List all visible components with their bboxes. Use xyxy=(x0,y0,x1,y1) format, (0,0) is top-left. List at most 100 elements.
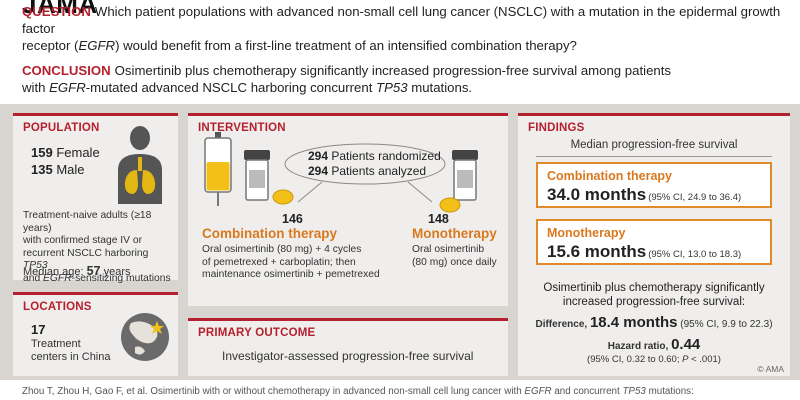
population-desc-3: recurrent NSCLC harboring TP53 xyxy=(23,248,175,273)
median-age-value: 57 xyxy=(86,264,101,278)
arm1-desc-1: Oral osimertinib (80 mg) + 4 cycles xyxy=(202,244,362,255)
combination-result-box: Combination therapy 34.0 months (95% CI, … xyxy=(536,162,772,208)
female-count: 159 xyxy=(31,145,53,160)
difference-label: Difference, xyxy=(535,319,588,330)
population-desc-3a: recurrent NSCLC harboring xyxy=(23,247,149,259)
population-description: Treatment-naive adults (≥18 years) with … xyxy=(23,210,175,285)
question-text-2c: ) would benefit from a first-line treatm… xyxy=(115,38,577,53)
population-desc-4b: EGFR xyxy=(43,272,72,284)
question-tag: QUESTION xyxy=(22,4,91,19)
primary-outcome-title: PRIMARY OUTCOME xyxy=(198,327,316,339)
arm1-desc-2: of pemetrexed + carboplatin; then xyxy=(202,256,356,268)
findings-summary-1: Osimertinib plus chemotherapy significan… xyxy=(543,282,765,294)
population-desc-4c: -sensitizing mutations xyxy=(71,272,171,284)
population-desc-2: with confirmed stage IV or xyxy=(23,235,143,246)
pill-icon xyxy=(272,189,294,205)
pill-bottle-icon xyxy=(244,150,270,201)
conclusion-text-2c: -mutated advanced NSCLC harboring concur… xyxy=(85,80,377,95)
analyzed-label: Patients analyzed xyxy=(331,164,427,178)
conclusion-text-2d: TP53 xyxy=(376,80,408,95)
conclusion-text-2a: with xyxy=(22,80,50,95)
arm1-name: Combination therapy xyxy=(202,226,338,241)
male-count: 135 xyxy=(31,162,53,177)
primary-outcome-panel: PRIMARY OUTCOME Investigator-assessed pr… xyxy=(188,318,508,376)
citation-text-d: TP53 xyxy=(622,386,646,397)
conclusion-tag: CONCLUSION xyxy=(22,63,111,78)
globe-icon xyxy=(121,313,169,361)
primary-outcome-text: Investigator-assessed progression-free s… xyxy=(222,349,474,363)
randomization-ellipse xyxy=(284,143,446,203)
conclusion-block: CONCLUSION Osimertinib plus chemotherapy … xyxy=(22,62,782,96)
findings-summary: Osimertinib plus chemotherapy significan… xyxy=(518,281,790,309)
monotherapy-result-value: 15.6 months xyxy=(547,242,647,261)
findings-panel: FINDINGS Median progression-free surviva… xyxy=(518,113,790,376)
arm2-name: Monotherapy xyxy=(412,226,497,241)
conclusion-text-2e: mutations. xyxy=(407,80,473,95)
patient-lungs-icon xyxy=(118,126,162,204)
pill-bottle-icon-2 xyxy=(452,150,478,201)
monotherapy-result-value-row: 15.6 months (95% CI, 13.0 to 18.3) xyxy=(547,242,741,262)
analyzed-count: 294 xyxy=(308,164,329,178)
population-desc-3b: TP53 xyxy=(23,260,48,271)
difference-ci: (95% CI, 9.9 to 22.3) xyxy=(680,319,773,330)
findings-summary-2: increased progression-free survival: xyxy=(562,296,746,308)
citation-text-a: Zhou T, Zhou H, Gao F, et al. Osimertini… xyxy=(22,386,525,397)
iv-bag-icon xyxy=(204,132,232,206)
combination-result-value: 34.0 months xyxy=(547,185,647,204)
analyzed-row: 294 Patients analyzed xyxy=(308,164,426,178)
monotherapy-result-ci: (95% CI, 13.0 to 18.3) xyxy=(648,249,742,260)
intervention-title: INTERVENTION xyxy=(198,122,286,134)
randomized-row: 294 Patients randomized xyxy=(308,149,441,163)
randomized-label: Patients randomized xyxy=(331,149,441,163)
arm1-count: 146 xyxy=(282,212,303,226)
hazard-ratio-ci: (95% CI, 0.32 to 0.60; P < .001) xyxy=(518,354,790,365)
combination-result-ci: (95% CI, 24.9 to 36.4) xyxy=(648,192,742,203)
hazard-ratio-label: Hazard ratio, xyxy=(607,341,669,352)
monotherapy-result-box: Monotherapy 15.6 months (95% CI, 13.0 to … xyxy=(536,219,772,265)
findings-divider xyxy=(536,156,772,157)
arm1-description: Oral osimertinib (80 mg) + 4 cycles of p… xyxy=(202,244,397,282)
locations-title: LOCATIONS xyxy=(23,301,92,313)
arm2-desc-2: (80 mg) once daily xyxy=(412,256,497,268)
male-count-row: 135 Male xyxy=(31,162,85,177)
findings-subtitle: Median progression-free survival xyxy=(570,139,738,151)
visual-abstract-frame: POPULATION 159 Female 135 Male Treatment… xyxy=(0,104,800,380)
combination-result-label: Combination therapy xyxy=(547,169,673,183)
question-text-1: Which patient populations with advanced … xyxy=(22,4,781,36)
difference-row: Difference, 18.4 months (95% CI, 9.9 to … xyxy=(518,314,790,331)
hazard-ratio-row: Hazard ratio, 0.44 xyxy=(518,336,790,353)
female-label: Female xyxy=(56,145,100,160)
median-age-label: Median age: xyxy=(23,266,84,278)
conclusion-line-2: with EGFR-mutated advanced NSCLC harbori… xyxy=(22,79,782,96)
population-title: POPULATION xyxy=(23,122,100,134)
locations-line-1: Treatment xyxy=(31,338,81,350)
question-text-2a: receptor ( xyxy=(22,38,79,53)
population-panel: POPULATION 159 Female 135 Male Treatment… xyxy=(13,113,178,284)
male-label: Male xyxy=(56,162,85,177)
arm2-count: 148 xyxy=(428,212,449,226)
population-desc-1: Treatment-naive adults (≥18 years) xyxy=(23,210,152,234)
monotherapy-result-label: Monotherapy xyxy=(547,226,626,240)
population-desc-4: and EGFR-sensitizing mutations xyxy=(23,273,175,286)
findings-title: FINDINGS xyxy=(528,122,585,134)
locations-count: 17 xyxy=(31,322,46,337)
hazard-ratio-value: 0.44 xyxy=(671,336,701,353)
citation-text-c: and concurrent xyxy=(551,386,623,397)
hazard-ratio-ci-b: < .001) xyxy=(688,354,721,365)
arm2-desc-1: Oral osimertinib xyxy=(412,244,485,255)
citation: Zhou T, Zhou H, Gao F, et al. Osimertini… xyxy=(22,386,694,397)
conclusion-line-1: CONCLUSION Osimertinib plus chemotherapy … xyxy=(22,62,782,79)
hazard-ratio-ci-a: (95% CI, 0.32 to 0.60; xyxy=(587,354,683,365)
randomized-count: 294 xyxy=(308,149,329,163)
difference-value: 18.4 months xyxy=(589,314,678,331)
locations-line-2: centers in China xyxy=(31,351,111,363)
question-line-1: QUESTION Which patient populations with a… xyxy=(22,3,782,37)
citation-text-e: mutations: xyxy=(645,386,694,397)
female-count-row: 159 Female xyxy=(31,145,100,160)
question-text-2b: EGFR xyxy=(78,38,116,53)
arm2-description: Oral osimertinib (80 mg) once daily xyxy=(412,244,506,269)
arm1-desc-3: maintenance osimertinib + pemetrexed xyxy=(202,269,380,280)
copyright: © AMA xyxy=(757,364,784,374)
citation-text-b: EGFR xyxy=(524,386,552,397)
locations-panel: LOCATIONS 17 Treatment centers in China xyxy=(13,292,178,376)
